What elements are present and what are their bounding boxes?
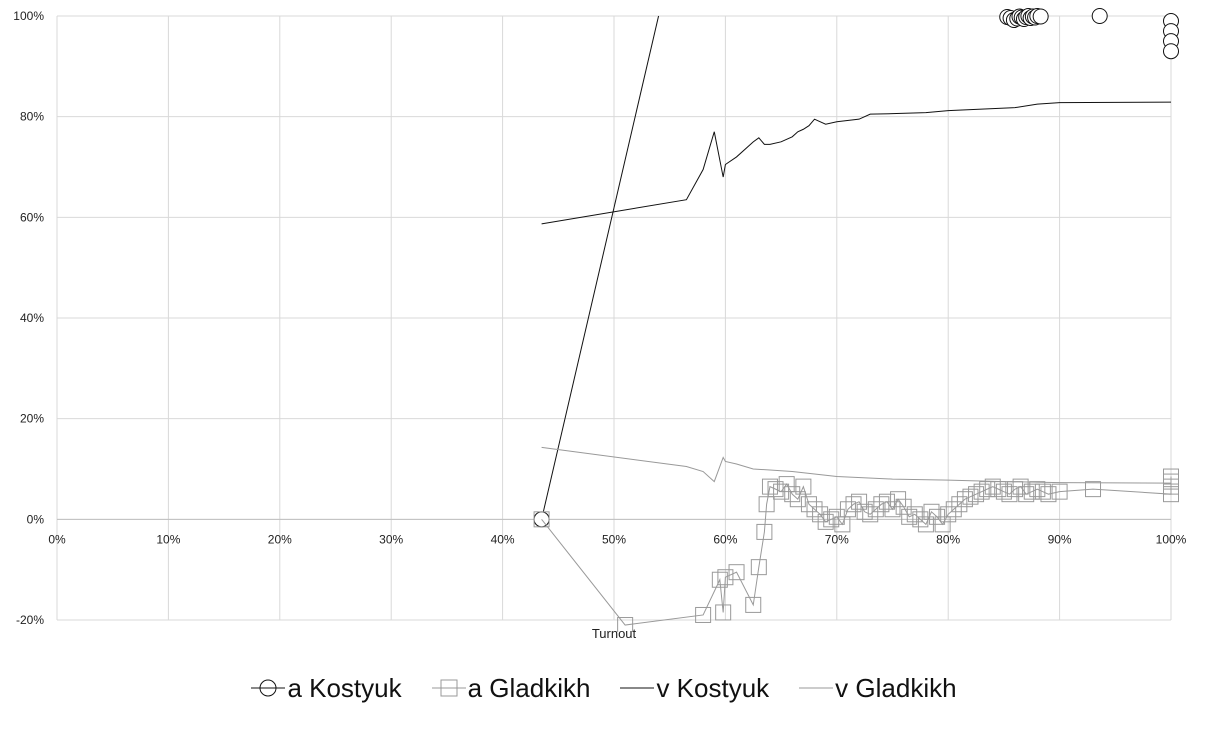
series-point-square [973,483,990,500]
y-tick-label: 20% [20,412,44,426]
series-point-square [617,617,634,632]
series-layer [533,8,1179,632]
series-point-square [823,511,840,528]
x-axis-title: Turnout [592,626,637,641]
series-point-square [1023,483,1040,500]
legend-label: a Gladkikh [467,672,591,703]
series-point-square [533,511,550,528]
series-point-square [906,506,923,523]
x-tick-label: 90% [1048,532,1072,546]
series-point-square [979,481,996,498]
series-line-1 [541,476,1172,626]
series-point-circle [1032,8,1049,25]
y-tick-label: 40% [20,311,44,325]
series-point-square [767,481,784,498]
y-tick-label: 0% [27,512,45,526]
series-point-square [1029,481,1046,498]
y-tick-label: 60% [20,210,44,224]
series-point-square [817,513,834,530]
circle-marker-icon [251,679,286,697]
series-point-square [1018,486,1035,503]
series-point-square [884,501,901,518]
series-point-square [856,503,873,520]
series-point-square [862,506,879,523]
series-point-square [695,606,712,623]
series-point-square [923,503,940,520]
line-swatch-icon [799,687,834,689]
series-point-square [956,491,973,508]
series-point-square [711,571,728,588]
series-point-square [873,496,890,513]
series-point-square [758,496,775,513]
tick-labels: 0% 10% 20% 30% 40% 50% 60% 70% 80% 90% 100% -20% 0% 2… [13,9,1186,627]
series-point-square [1034,483,1051,500]
series-point-square [789,491,806,508]
legend-item-v-kostyuk: v Kostyuk [620,673,769,704]
series-point-square [756,523,773,540]
series-point-circle [1163,43,1179,60]
series-point-square [945,501,962,518]
legend-item-a-gladkikh: a Gladkikh [431,672,591,704]
series-point-square [1051,483,1068,500]
series-point-square [995,483,1012,500]
x-tick-label: 60% [713,532,737,546]
chart-plot: 0% 10% 20% 30% 40% 50% 60% 70% 80% 90% 100% -20% 0% 2… [13,8,1187,641]
series-line-0 [541,15,660,520]
series-point-square [940,506,957,523]
series-point-square [750,559,767,576]
series-point-square [778,476,795,493]
y-tick-label: 80% [20,110,44,124]
series-line-2 [541,101,1172,225]
series-point-square [761,478,778,495]
chart-legend: a Kostyuk a Gladkikh v Kostyuk v Gladkik… [0,664,1208,712]
legend-label: a Kostyuk [287,672,402,703]
series-point-square [728,564,745,581]
series-line-3 [541,446,1172,484]
series-point-square [1163,468,1179,485]
series-point-square [745,596,762,613]
x-tick-label: 20% [268,532,292,546]
legend-item-a-kostyuk: a Kostyuk [251,672,402,704]
y-tick-label: -20% [16,613,44,627]
series-point-square [901,508,918,525]
series-point-square [795,478,812,495]
x-tick-label: 40% [491,532,515,546]
line-swatch-icon [620,687,655,689]
x-tick-label: 80% [936,532,960,546]
legend-label: v Gladkikh [835,672,957,703]
series-point-square [717,569,734,586]
series-point-square [968,486,985,503]
x-tick-label: 50% [602,532,626,546]
series-point-square [851,493,868,510]
series-point-square [1085,481,1102,498]
legend-item-v-gladkikh: v Gladkikh [799,672,957,704]
legend-label: v Kostyuk [656,672,770,703]
series-point-square [1040,486,1057,503]
x-tick-label: 30% [379,532,403,546]
x-tick-label: 100% [1156,532,1187,546]
square-marker-icon [431,679,466,697]
series-point-square [984,478,1001,495]
x-tick-label: 70% [825,532,849,546]
series-point-square [806,501,823,518]
series-point-square [934,516,951,533]
y-tick-label: 100% [13,9,44,23]
x-tick-label: 10% [156,532,180,546]
x-tick-label: 0% [48,532,66,546]
grid-lines [56,15,1172,621]
series-point-square [715,604,732,621]
series-point-square [800,496,817,513]
series-point-square [962,488,979,505]
series-point-circle [1091,8,1108,24]
